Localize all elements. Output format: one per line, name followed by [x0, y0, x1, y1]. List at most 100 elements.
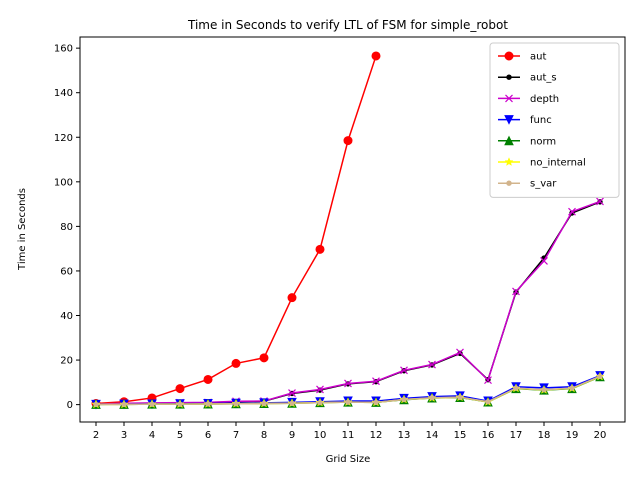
legend-item: func	[498, 115, 552, 126]
data-point	[177, 401, 183, 407]
data-point	[289, 400, 295, 406]
y-tick-label: 0	[67, 400, 73, 411]
data-point	[371, 51, 381, 61]
data-point	[456, 348, 464, 357]
data-point	[596, 197, 604, 206]
data-point	[205, 401, 211, 407]
legend-item: s_var	[498, 179, 557, 190]
y-tick-label: 140	[54, 88, 73, 99]
data-point	[597, 373, 603, 380]
x-tick-label: 19	[566, 430, 579, 441]
data-point	[345, 399, 351, 405]
x-tick-label: 18	[538, 430, 551, 441]
x-tick-label: 15	[454, 430, 467, 441]
data-point	[484, 376, 492, 385]
legend-label: no_internal	[530, 158, 586, 169]
data-point	[373, 399, 379, 406]
series-line	[95, 55, 377, 405]
x-tick-label: 6	[205, 430, 211, 441]
data-point	[93, 401, 99, 408]
data-point	[175, 384, 185, 394]
series-aut-s	[93, 199, 603, 407]
legend-item: aut	[498, 51, 546, 63]
data-point	[428, 360, 436, 369]
data-point	[149, 401, 155, 407]
data-point	[344, 379, 352, 388]
x-tick-label: 4	[149, 430, 155, 441]
data-point	[316, 385, 324, 394]
plot-frame	[79, 36, 626, 423]
data-point	[261, 400, 267, 407]
x-tick-label: 5	[177, 430, 183, 441]
x-axis-label: Grid Size	[326, 454, 371, 465]
legend-item: no_internal	[498, 157, 586, 169]
legend-marker	[504, 115, 514, 125]
data-point	[315, 244, 325, 254]
data-point	[513, 385, 519, 391]
data-point	[569, 385, 575, 391]
legend-marker	[504, 135, 514, 146]
x-tick-label: 11	[342, 430, 355, 441]
legend-item: norm	[498, 135, 556, 147]
data-point	[540, 256, 548, 265]
data-point	[317, 399, 323, 406]
series-line	[95, 201, 601, 405]
legend-label: s_var	[530, 179, 557, 190]
data-point	[259, 353, 269, 363]
data-point	[288, 389, 296, 397]
data-point	[343, 136, 353, 146]
legend-label: depth	[530, 94, 559, 105]
data-point	[485, 399, 491, 405]
x-tick-label: 10	[314, 430, 327, 441]
legend-label: aut	[530, 52, 546, 63]
x-tick-label: 9	[289, 430, 295, 441]
x-tick-label: 7	[233, 430, 239, 441]
data-point	[233, 401, 239, 407]
y-tick-label: 160	[54, 44, 73, 55]
series-layer	[91, 51, 605, 410]
legend-item: aut_s	[498, 73, 557, 84]
legend-marker	[504, 157, 514, 166]
legend-marker	[506, 180, 512, 186]
data-point	[203, 374, 213, 384]
y-tick-label: 40	[60, 311, 73, 322]
legend-label: aut_s	[530, 73, 557, 84]
y-tick-label: 80	[60, 222, 73, 233]
data-point	[568, 207, 576, 216]
legend-label: norm	[530, 136, 556, 147]
y-tick-label: 100	[54, 177, 73, 188]
x-tick-label: 16	[482, 430, 495, 441]
x-axis: 2 3 4 5 6 7 8 9 10 11 12 13 14 15 16 17 18 19 20	[93, 422, 607, 441]
x-tick-label: 17	[510, 430, 523, 441]
data-point	[541, 386, 547, 393]
x-tick-label: 8	[261, 430, 267, 441]
data-point	[231, 358, 241, 368]
x-tick-label: 13	[398, 430, 411, 441]
legend-marker	[506, 74, 512, 80]
legend-box	[489, 42, 620, 198]
data-point	[121, 401, 127, 408]
data-point	[401, 396, 407, 403]
data-point	[372, 377, 380, 386]
series-aut	[91, 51, 381, 409]
data-point	[429, 395, 435, 401]
y-tick-label: 120	[54, 133, 73, 144]
x-tick-label: 2	[93, 430, 99, 441]
series-depth	[92, 197, 604, 409]
x-tick-label: 20	[594, 430, 607, 441]
series-s-var	[93, 373, 603, 408]
chart-title: Time in Seconds to verify LTL of FSM for…	[187, 18, 508, 32]
data-point	[512, 287, 520, 296]
y-tick-label: 60	[60, 266, 73, 277]
legend-marker	[505, 94, 513, 103]
x-tick-label: 3	[121, 430, 127, 441]
y-axis-label: Time in Seconds	[17, 188, 28, 271]
y-axis: 0 20 40 60 80 100 120 140 160	[54, 44, 80, 411]
x-tick-label: 12	[370, 430, 383, 441]
legend-label: func	[530, 115, 552, 126]
data-point	[287, 293, 297, 303]
y-tick-label: 20	[60, 356, 73, 367]
data-point	[457, 394, 463, 400]
